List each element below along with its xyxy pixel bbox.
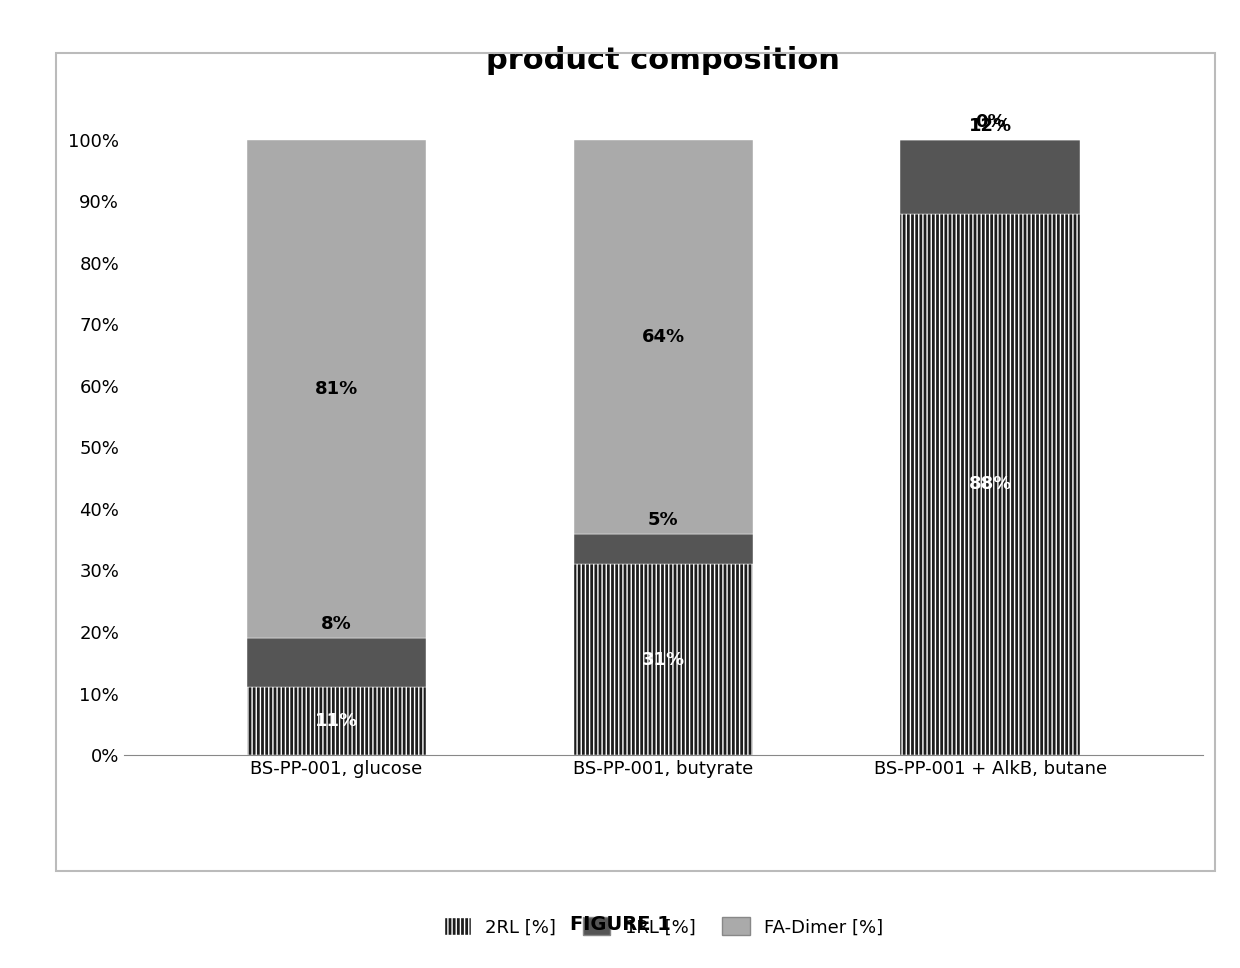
Text: 31%: 31%	[642, 650, 684, 669]
Bar	[247, 139, 427, 638]
Text: 0%: 0%	[975, 112, 1006, 131]
Bar	[573, 564, 753, 755]
Text: 88%: 88%	[968, 475, 1012, 494]
Bar	[900, 139, 1080, 214]
Bar	[573, 533, 753, 564]
Text: 64%: 64%	[642, 328, 684, 346]
Title: product composition: product composition	[486, 46, 841, 76]
Text: 8%: 8%	[321, 616, 352, 633]
Legend: 2RL [%], 1RL [%], FA-Dimer [%]: 2RL [%], 1RL [%], FA-Dimer [%]	[436, 910, 890, 944]
Text: 5%: 5%	[649, 511, 678, 529]
Bar	[247, 638, 427, 687]
Bar	[573, 139, 753, 533]
Text: 81%: 81%	[315, 380, 358, 398]
Text: FIGURE 1: FIGURE 1	[569, 915, 671, 934]
Text: 12%: 12%	[968, 117, 1012, 135]
Text: 11%: 11%	[315, 712, 358, 730]
Bar	[247, 687, 427, 755]
Bar	[900, 214, 1080, 755]
